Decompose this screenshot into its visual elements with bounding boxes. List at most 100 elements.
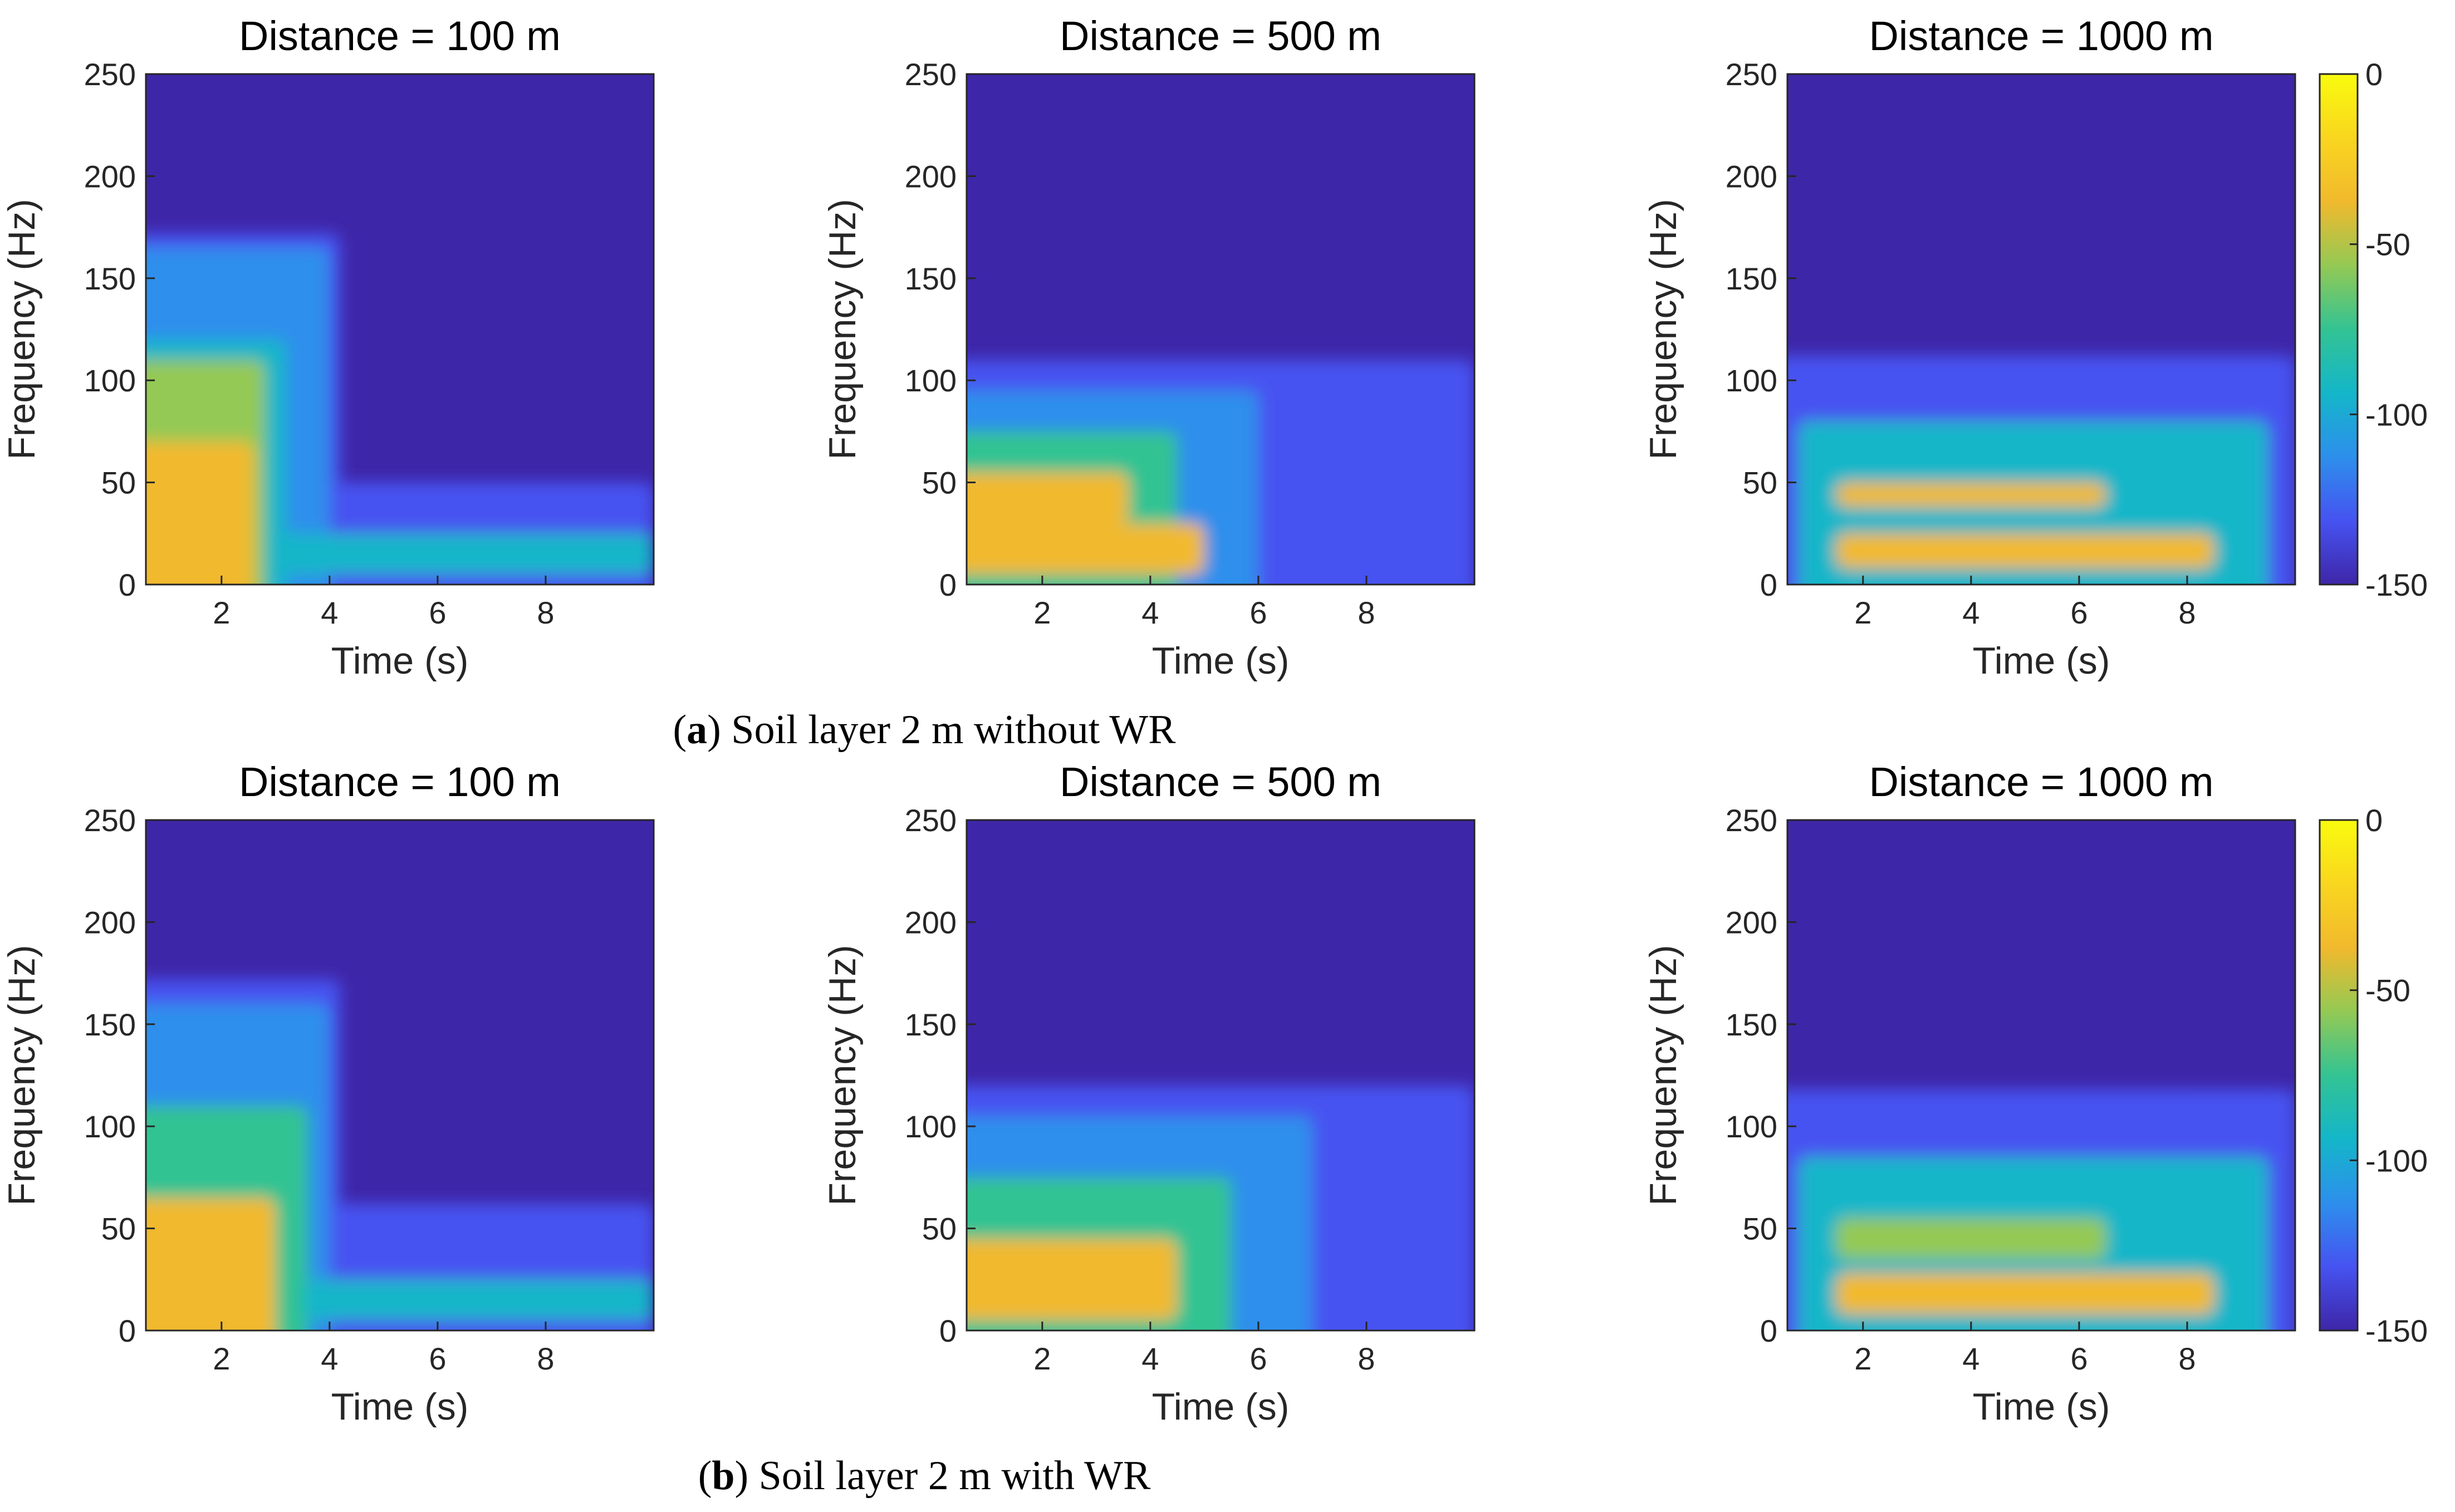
energy-region bbox=[1836, 533, 2214, 568]
panel-title: Distance = 100 m bbox=[239, 759, 561, 805]
x-tick-label: 8 bbox=[537, 595, 554, 630]
energy-region bbox=[275, 533, 654, 575]
x-axis-label: Time (s) bbox=[331, 1386, 469, 1428]
axes-frame bbox=[966, 73, 1476, 586]
panel-title: Distance = 1000 m bbox=[1869, 759, 2213, 805]
colorbar-tick-label: -150 bbox=[2365, 1313, 2428, 1348]
x-tick-label: 4 bbox=[321, 595, 338, 630]
x-tick-label: 8 bbox=[2178, 595, 2196, 630]
y-tick-label: 50 bbox=[1743, 1211, 1777, 1246]
y-axis-label: Frequency (Hz) bbox=[1642, 945, 1684, 1206]
y-tick-label: 0 bbox=[1760, 1313, 1777, 1348]
y-tick-label: 50 bbox=[101, 1211, 136, 1246]
y-tick-label: 150 bbox=[905, 261, 957, 296]
y-tick-label: 150 bbox=[1726, 261, 1777, 296]
y-tick-label: 100 bbox=[1726, 1109, 1777, 1144]
colorbars: 0 -50 -100 -150 0 -50 -100 -150 bbox=[2319, 57, 2428, 1348]
x-tick-label: 2 bbox=[1033, 595, 1051, 630]
y-tick-label: 150 bbox=[84, 1007, 136, 1042]
y-tick-label: 200 bbox=[1726, 159, 1777, 194]
y-tick-label: 150 bbox=[84, 261, 136, 296]
colorbar-gradient bbox=[2319, 819, 2359, 1332]
panel-title: Distance = 500 m bbox=[1060, 759, 1381, 805]
spectrogram-panel: 2 4 6 8 0 50 100 150 200 250 Distance = 500 m Time … bbox=[821, 13, 1476, 682]
y-tick-label: 0 bbox=[119, 1313, 136, 1348]
colorbar-tick-label: -50 bbox=[2365, 227, 2410, 262]
spectrogram-panel: 2 4 6 8 0 50 100 150 200 250 Distance = 500 m Time … bbox=[821, 759, 1476, 1428]
x-tick-label: 6 bbox=[2070, 595, 2088, 630]
y-tick-label: 50 bbox=[922, 465, 957, 500]
panel-title: Distance = 1000 m bbox=[1869, 13, 2213, 59]
y-axis-label: Frequency (Hz) bbox=[821, 199, 864, 460]
colorbar: 0 -50 -100 -150 bbox=[2319, 57, 2428, 602]
x-tick-label: 6 bbox=[1249, 1341, 1267, 1376]
x-tick-label: 6 bbox=[429, 595, 446, 630]
axes-frame bbox=[1786, 819, 2296, 1332]
y-tick-label: 100 bbox=[1726, 363, 1777, 398]
colorbar-tick-label: -100 bbox=[2365, 1143, 2428, 1178]
x-tick-label: 2 bbox=[1033, 1341, 1051, 1376]
y-tick-label: 100 bbox=[905, 363, 957, 398]
y-tick-label: 250 bbox=[1726, 57, 1777, 92]
axes-frame bbox=[145, 819, 655, 1332]
colorbar-tick-label: 0 bbox=[2365, 803, 2383, 838]
energy-region bbox=[1836, 1218, 2106, 1259]
energy-region bbox=[302, 1279, 654, 1320]
y-tick-label: 200 bbox=[905, 905, 957, 940]
caption-a: (a) Soil layer 2 m without WR bbox=[673, 707, 1176, 753]
spectrogram-panel: 2 4 6 8 0 50 100 150 200 250 Distance = 100 m Time … bbox=[1, 759, 655, 1428]
x-axis-label: Time (s) bbox=[1152, 1386, 1290, 1428]
y-tick-label: 100 bbox=[84, 363, 136, 398]
x-tick-label: 8 bbox=[1358, 595, 1375, 630]
axes-frame bbox=[145, 73, 655, 586]
x-tick-label: 6 bbox=[429, 1341, 446, 1376]
caption-b-letter: b bbox=[712, 1453, 734, 1499]
x-tick-label: 2 bbox=[213, 1341, 230, 1376]
colorbar: 0 -50 -100 -150 bbox=[2319, 803, 2428, 1348]
y-tick-label: 250 bbox=[84, 803, 136, 838]
x-axis-label: Time (s) bbox=[1973, 1386, 2110, 1428]
caption-b-text: Soil layer 2 m with WR bbox=[759, 1453, 1151, 1499]
x-tick-label: 8 bbox=[537, 1341, 554, 1376]
y-tick-label: 100 bbox=[905, 1109, 957, 1144]
axes-frame bbox=[1786, 73, 2296, 586]
energy-region bbox=[146, 441, 254, 585]
panel-title: Distance = 100 m bbox=[239, 13, 561, 59]
x-axis-label: Time (s) bbox=[331, 640, 469, 682]
x-tick-label: 4 bbox=[1962, 595, 1979, 630]
y-tick-label: 200 bbox=[905, 159, 957, 194]
y-axis-label: Frequency (Hz) bbox=[1, 945, 43, 1206]
y-tick-label: 250 bbox=[84, 57, 136, 92]
energy-region bbox=[967, 1238, 1178, 1320]
x-tick-label: 8 bbox=[1358, 1341, 1375, 1376]
panel-title: Distance = 500 m bbox=[1060, 13, 1381, 59]
y-axis-label: Frequency (Hz) bbox=[1642, 199, 1684, 460]
energy-region bbox=[1836, 482, 2106, 507]
energy-region bbox=[146, 1197, 276, 1331]
y-tick-label: 200 bbox=[84, 159, 136, 194]
x-axis-label: Time (s) bbox=[1152, 640, 1290, 682]
colorbar-gradient bbox=[2319, 73, 2359, 586]
y-tick-label: 0 bbox=[939, 1313, 957, 1348]
caption-b: (b) Soil layer 2 m with WR bbox=[698, 1453, 1151, 1499]
y-tick-label: 0 bbox=[1760, 567, 1777, 602]
energy-region bbox=[967, 523, 1204, 575]
x-tick-label: 8 bbox=[2178, 1341, 2196, 1376]
x-tick-label: 6 bbox=[2070, 1341, 2088, 1376]
colorbar-tick-label: -100 bbox=[2365, 397, 2428, 432]
y-tick-label: 150 bbox=[905, 1007, 957, 1042]
energy-region bbox=[967, 472, 1129, 523]
colorbar-tick-label: -150 bbox=[2365, 567, 2428, 602]
y-axis-label: Frequency (Hz) bbox=[821, 945, 864, 1206]
spectrogram-panel: 2 4 6 8 0 50 100 150 200 250 Distance = 100 m Time … bbox=[1, 13, 655, 682]
spectrogram-panel: 2 4 6 8 0 50 100 150 200 250 Distance = 1000 m Time… bbox=[1642, 13, 2296, 682]
x-tick-label: 2 bbox=[213, 595, 230, 630]
spectrogram-panel: 2 4 6 8 0 50 100 150 200 250 Distance = 1000 m Time… bbox=[1642, 759, 2296, 1428]
y-axis-label: Frequency (Hz) bbox=[1, 199, 43, 460]
y-tick-label: 250 bbox=[905, 803, 957, 838]
y-tick-label: 250 bbox=[905, 57, 957, 92]
colorbar-tick-label: -50 bbox=[2365, 973, 2410, 1008]
y-tick-label: 200 bbox=[1726, 905, 1777, 940]
y-tick-label: 150 bbox=[1726, 1007, 1777, 1042]
